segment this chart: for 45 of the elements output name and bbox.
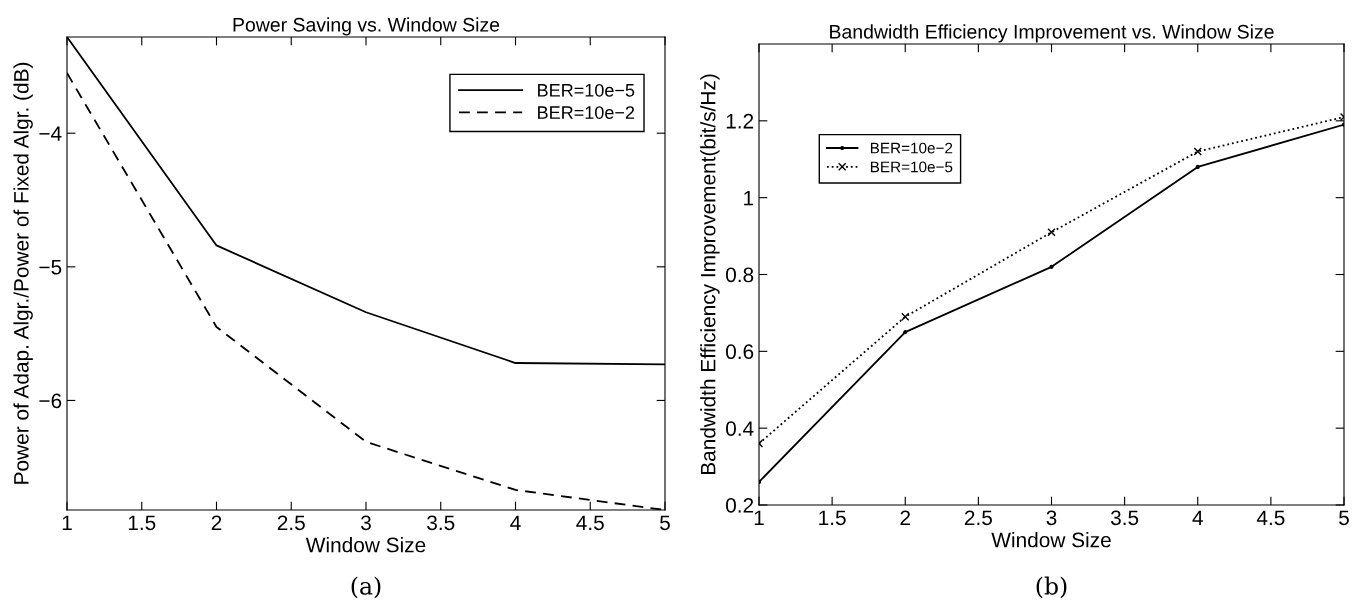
x-tick-label: 5: [1339, 510, 1349, 526]
x-tick-label: 1: [62, 515, 72, 530]
legend-label: BER=10e−5: [870, 161, 953, 173]
y-axis-title: Bandwidth Efficiency Improvement(bit/s/Hz): [700, 74, 720, 475]
point: [1193, 147, 1202, 156]
text: (a): [351, 576, 381, 599]
x-tick-label: 2: [211, 515, 222, 530]
x-axis-title: Window Size: [305, 537, 426, 553]
x-tick-label: 3.5: [1110, 510, 1139, 526]
y-tick-label: −5: [39, 260, 62, 275]
legend-label: BER=10e−2: [538, 106, 635, 119]
point: [1195, 164, 1200, 170]
x-tick-label: 5: [660, 515, 670, 531]
x-tick-label: 2.5: [277, 515, 305, 531]
x-tick-label: 3: [1046, 510, 1057, 526]
x-tick-label: 2.5: [964, 510, 992, 526]
x-tick-label: 3: [361, 515, 371, 531]
y-tick-label: 0.4: [725, 421, 754, 436]
x-tick-label: 4: [510, 515, 521, 530]
point: [1049, 264, 1054, 269]
x-tick-label: 1.5: [128, 515, 156, 531]
y-tick-label: −4: [39, 126, 62, 141]
x-tick-label: 4.5: [576, 515, 604, 531]
chart-title: Power Saving vs. Window Size: [233, 17, 500, 36]
point: [1047, 228, 1056, 237]
x-tick-label: 1: [754, 510, 764, 525]
x-axis-title: Window Size: [991, 532, 1111, 548]
text: (b): [1036, 576, 1067, 599]
x-tick-label: 1.5: [819, 510, 846, 526]
x-tick-label: 4.5: [1256, 510, 1285, 526]
y-tick-label: 1.2: [726, 113, 754, 129]
x-tick-label: 3.5: [427, 515, 455, 531]
y-tick-label: 0.2: [725, 498, 754, 513]
y-tick-label: −6: [39, 393, 62, 409]
y-tick-label: 1: [744, 190, 754, 206]
legend-label: BER=10e−5: [538, 83, 635, 97]
chart-title: Bandwidth Efficiency Improvement vs. Window Size: [830, 24, 1274, 43]
point: [903, 330, 908, 335]
x-tick-label: 4: [1192, 510, 1203, 525]
y-tick-label: 0.8: [725, 267, 754, 283]
y-tick-label: 0.6: [725, 344, 754, 360]
x-tick-label: 2: [900, 510, 910, 525]
legend-label: BER=10e−2: [870, 142, 953, 154]
point: [901, 312, 910, 321]
y-axis-title: Power of Adap. Algr./Power of Fixed Algr. (dB): [13, 62, 33, 484]
